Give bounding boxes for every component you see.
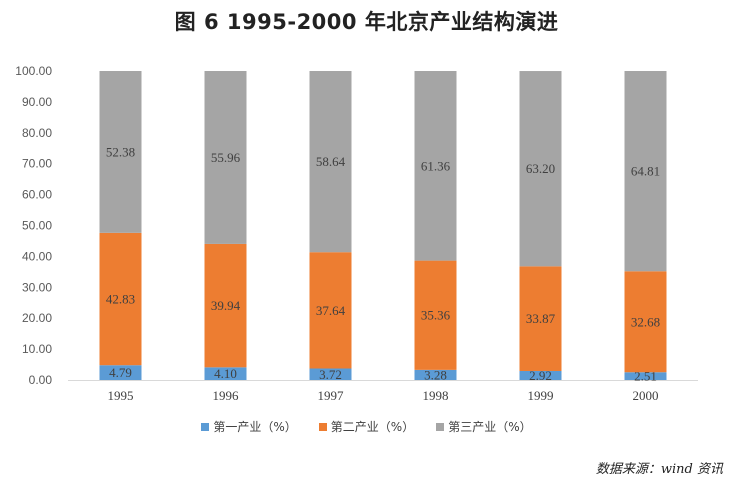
legend-swatch-primary (201, 422, 210, 431)
legend: 第一产业（%） 第二产业（%） 第三产业（%） (0, 418, 733, 435)
bar-segment-1997-s3 (309, 71, 352, 253)
y-tick-label: 60.00 (22, 188, 52, 202)
chart-title: 图 6 1995-2000 年北京产业结构演进 (174, 10, 559, 34)
bar-segment-2000-s3 (624, 71, 667, 272)
y-tick-label: 0.00 (29, 373, 53, 387)
legend-label-tertiary: 第三产业（%） (448, 420, 532, 434)
data-label: 4.79 (109, 365, 132, 380)
data-label: 33.87 (526, 311, 556, 326)
data-label: 61.36 (421, 158, 451, 173)
data-label: 2.92 (529, 368, 552, 383)
legend-label-secondary: 第二产业（%） (330, 420, 415, 434)
bar-segment-1998-s3 (414, 71, 457, 261)
y-tick-label: 70.00 (22, 157, 52, 171)
y-tick-label: 80.00 (22, 126, 52, 140)
data-label: 42.83 (106, 292, 135, 307)
data-label: 63.20 (526, 161, 555, 176)
bar-segment-1995-s1 (99, 365, 142, 380)
legend-item-primary: 第一产业（%） (201, 418, 297, 435)
y-tick-label: 10.00 (22, 342, 52, 356)
data-label: 52.38 (106, 144, 135, 159)
data-label: 37.64 (316, 303, 346, 318)
bar-segment-1999-s1 (519, 370, 562, 380)
x-tick-label: 1999 (528, 388, 554, 403)
data-label: 3.28 (424, 367, 447, 382)
data-label: 55.96 (211, 150, 241, 165)
legend-item-secondary: 第二产业（%） (318, 418, 415, 435)
data-label: 64.81 (631, 164, 660, 179)
legend-item-tertiary: 第三产业（%） (436, 418, 532, 435)
y-tick-label: 90.00 (22, 95, 52, 109)
bar-segment-1998-s2 (414, 260, 457, 370)
data-source: 数据来源：wind 资讯 (595, 462, 723, 477)
y-tick-label: 50.00 (22, 219, 52, 233)
x-tick-label: 1995 (108, 388, 134, 403)
bar-segment-1997-s1 (309, 368, 352, 380)
data-label: 35.36 (421, 308, 451, 323)
bar-segment-1999-s3 (519, 71, 562, 267)
bar-segment-2000-s1 (624, 372, 667, 380)
bar-segment-1997-s2 (309, 252, 352, 369)
bar-segment-1998-s1 (414, 369, 457, 380)
bar-segment-1996-s1 (204, 367, 247, 380)
x-tick-label: 2000 (633, 388, 659, 403)
y-tick-label: 100.00 (15, 64, 52, 78)
y-tick-label: 40.00 (22, 249, 52, 263)
data-label: 32.68 (631, 314, 660, 329)
data-label: 39.94 (211, 298, 241, 313)
legend-swatch-tertiary (436, 422, 445, 431)
legend-swatch-secondary (318, 422, 327, 431)
bar-segment-2000-s2 (624, 271, 667, 373)
x-tick-label: 1996 (213, 388, 240, 403)
bar-segment-1995-s2 (99, 232, 142, 366)
data-label: 3.72 (319, 367, 342, 382)
stacked-bar-chart: 0.00 10.00 20.00 30.00 40.00 50.00 60.00 70.00 8… (15, 64, 698, 403)
data-label: 58.64 (316, 154, 346, 169)
data-label: 2.51 (634, 369, 657, 384)
y-tick-label: 20.00 (22, 311, 52, 325)
y-tick-label: 30.00 (22, 280, 52, 294)
bar-segment-1996-s2 (204, 243, 247, 368)
bar-segment-1999-s2 (519, 266, 562, 371)
bar-segment-1996-s3 (204, 71, 247, 244)
bar-segment-1995-s3 (99, 71, 142, 233)
x-tick-label: 1997 (318, 388, 345, 403)
legend-label-primary: 第一产业（%） (213, 420, 297, 434)
data-label: 4.10 (214, 366, 237, 381)
x-tick-label: 1998 (423, 388, 449, 403)
